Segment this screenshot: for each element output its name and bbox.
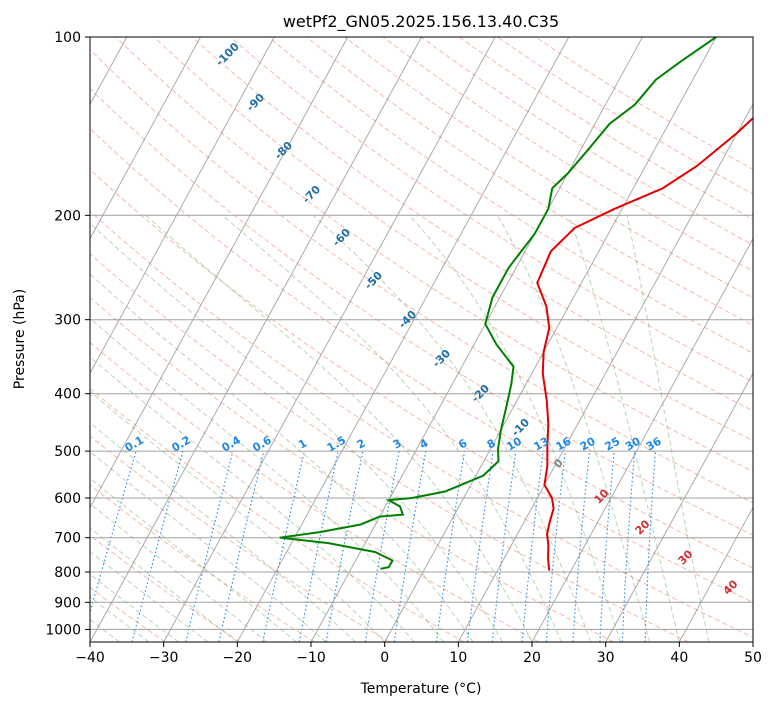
dry-adiabat-line <box>153 37 753 442</box>
isotherm-line <box>457 103 753 642</box>
isotherm-line <box>678 506 753 642</box>
dry-adiabat-line <box>90 435 390 642</box>
x-tick-label: 20 <box>523 650 541 666</box>
x-tick-label: −10 <box>296 650 326 666</box>
moist-adiabat-line <box>90 390 386 642</box>
y-tick-label: 100 <box>54 30 81 46</box>
moist-adiabat-line <box>568 215 680 642</box>
isotherm-line <box>236 37 570 642</box>
isotherm-line <box>384 37 717 642</box>
dry-adiabat-line <box>90 341 540 642</box>
isotherm-line <box>310 37 643 642</box>
x-axis-title: Temperature (°C) <box>360 681 482 697</box>
moist-adiabat-line <box>626 215 710 642</box>
moist-adiabat-line <box>90 502 268 642</box>
x-tick-label: 10 <box>449 650 467 666</box>
mixing-ratio-line <box>572 451 591 642</box>
isotherm-line <box>90 37 275 375</box>
y-tick-label: 300 <box>54 313 81 329</box>
x-tick-label: −30 <box>149 650 179 666</box>
x-tick-label: 0 <box>380 650 389 666</box>
moist-adiabat-line <box>409 215 621 642</box>
x-tick-label: 50 <box>744 650 762 666</box>
x-tick-label: 30 <box>597 650 615 666</box>
y-tick-label: 1000 <box>45 622 81 638</box>
y-tick-label: 900 <box>54 595 81 611</box>
moist-adiabat-line <box>90 356 415 642</box>
moist-adiabat-line <box>90 273 474 642</box>
x-tick-label: −40 <box>75 650 105 666</box>
dry-adiabat-line <box>268 37 753 354</box>
dry-adiabat-line <box>90 586 166 642</box>
mixing-ratio-line <box>545 451 566 642</box>
dry-adiabat-line <box>90 534 241 642</box>
dry-adiabat-line <box>90 296 614 642</box>
y-tick-label: 800 <box>54 565 81 581</box>
moist-adiabat-line <box>222 214 562 642</box>
mixing-ratio-line <box>466 451 494 642</box>
isotherm-line <box>605 372 753 642</box>
moist-adiabat-line <box>90 317 444 642</box>
dry-adiabat-line <box>90 387 465 642</box>
dry-adiabat-line <box>306 37 753 326</box>
isotherm-line <box>90 37 201 240</box>
y-axis: 100 200 300 400 500 600 700 800 900 1000 <box>45 30 90 638</box>
mixing-ratio-line <box>435 451 466 642</box>
y-tick-label: 600 <box>54 491 81 507</box>
dry-adiabat-line <box>90 48 753 504</box>
dry-adiabat-line <box>229 37 753 383</box>
isotherm-line <box>163 37 496 642</box>
mixing-ratio-line <box>90 450 137 615</box>
isotherm-line <box>531 237 753 642</box>
x-axis: −40 −30 −20 −10 0 10 20 30 40 50 <box>75 642 762 666</box>
background-lines <box>90 37 753 642</box>
mixing-ratio-line <box>262 450 305 642</box>
moist-adiabat-line <box>312 214 592 642</box>
dry-adiabat-line <box>115 37 753 473</box>
profile-lines <box>279 37 753 571</box>
isotherm-line <box>90 37 349 509</box>
dry-adiabat-line <box>90 253 689 642</box>
mixing-ratio-line <box>185 450 234 642</box>
moist-adiabat-line <box>496 215 651 642</box>
plot-frame <box>89 36 754 643</box>
moist-adiabat-line <box>90 450 327 642</box>
dry-adiabat-line <box>90 87 753 536</box>
dry-adiabat-line <box>344 37 753 299</box>
dewpoint-profile-line <box>279 37 717 570</box>
moist-adiabat-line <box>145 214 533 642</box>
mixing-ratio-line <box>218 450 265 642</box>
chart-title: wetPf2_GN05.2025.156.13.40.C35 <box>283 12 559 32</box>
y-tick-label: 500 <box>54 444 81 460</box>
y-axis-title: Pressure (hPa) <box>12 289 28 389</box>
mixing-ratio-line <box>521 451 544 642</box>
dry-adiabat-line <box>90 127 753 569</box>
isotherm-line <box>90 37 422 642</box>
grid <box>90 37 753 642</box>
x-tick-label: 40 <box>670 650 688 666</box>
moist-adiabat-line <box>90 477 297 642</box>
y-tick-label: 200 <box>54 208 81 224</box>
temperature-profile-line <box>536 116 753 571</box>
moist-adiabat-line <box>90 222 503 642</box>
x-tick-label: −20 <box>223 650 253 666</box>
y-tick-label: 400 <box>54 387 81 403</box>
y-tick-label: 700 <box>54 531 81 547</box>
mixing-ratio-line <box>491 451 517 642</box>
